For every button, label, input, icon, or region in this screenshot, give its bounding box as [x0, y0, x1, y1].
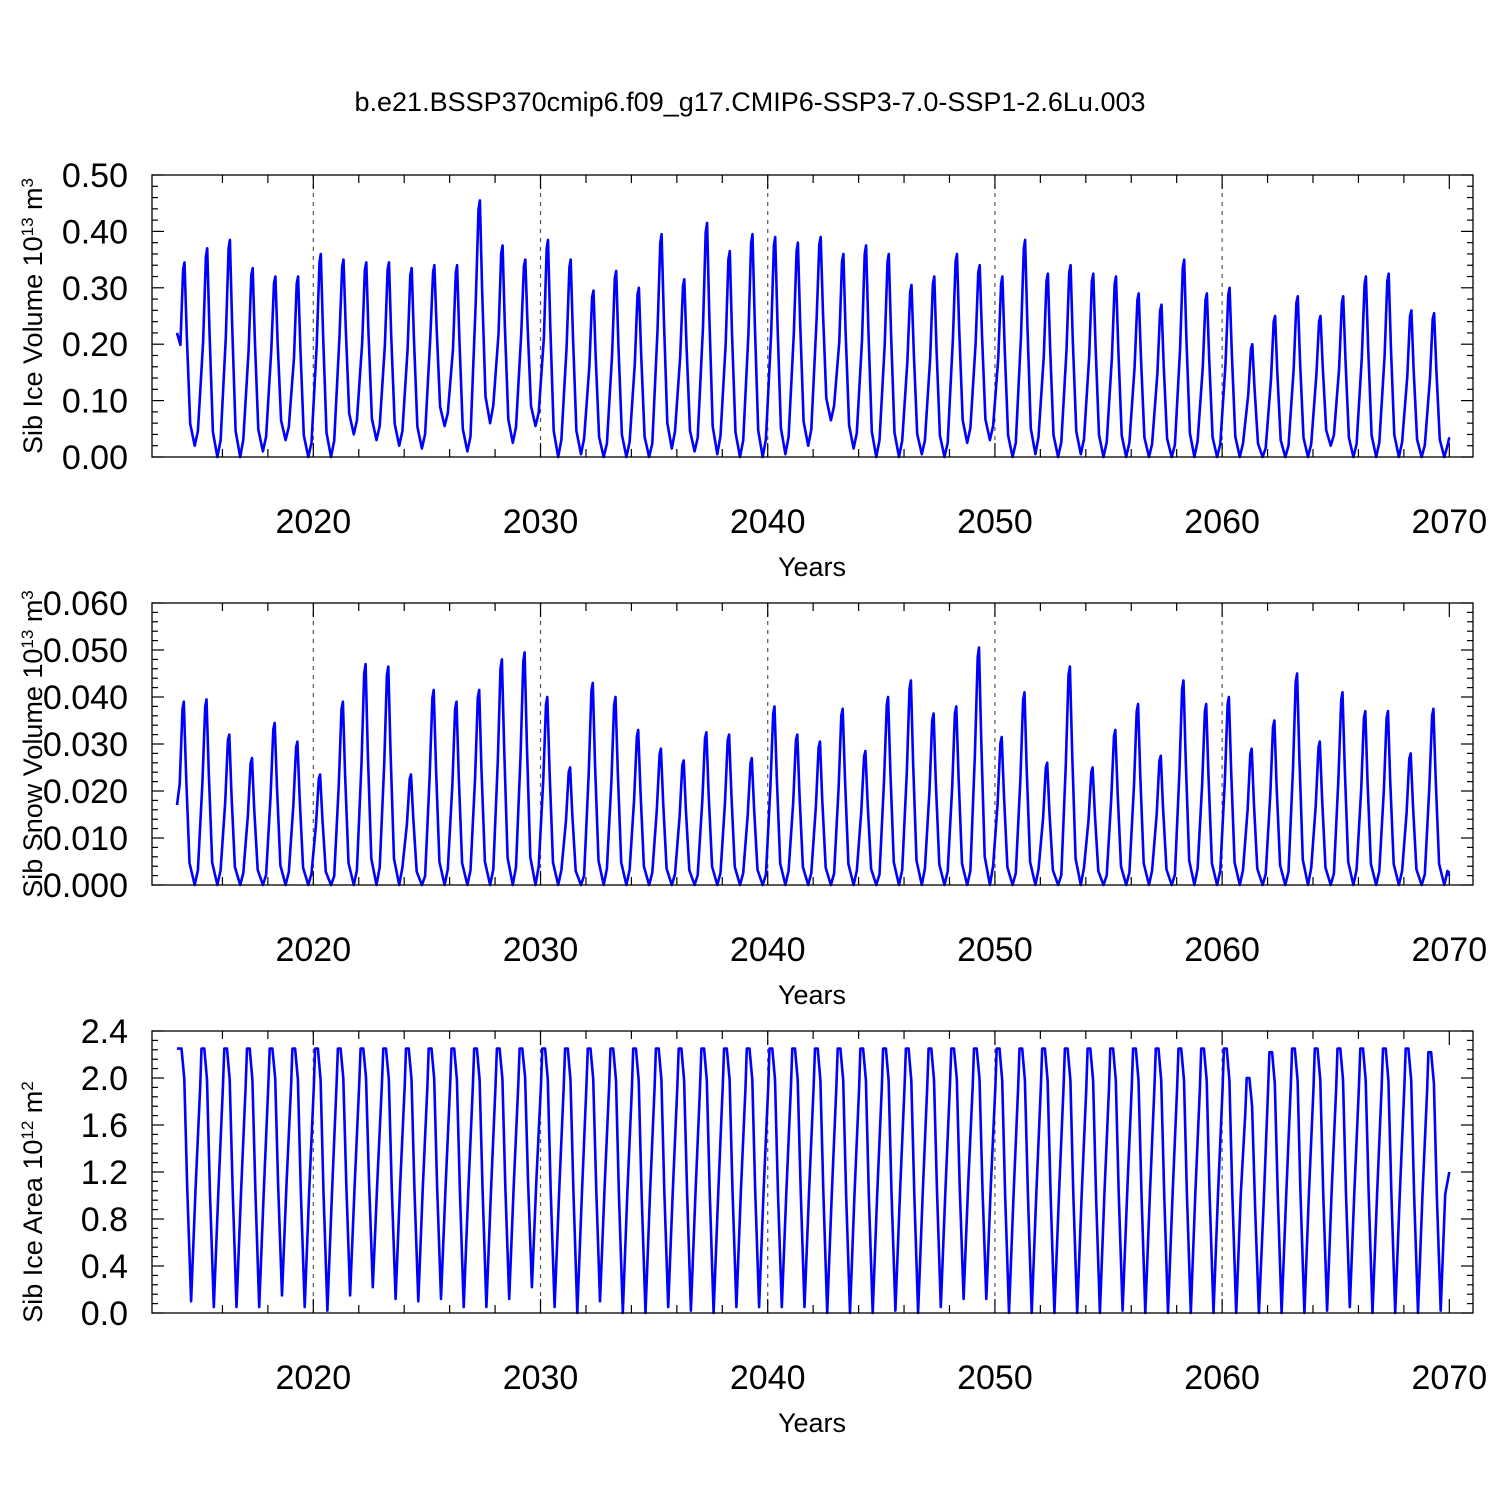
x-tick-label-2070-ice-area: 2070: [1411, 1359, 1487, 1397]
panel-ice-volume: 0.00 0.10 0.20 0.30 0.40 0.50 2020 2030 2040 2050…: [18, 157, 1488, 582]
x-tick-label-2050-ice-volume: 2050: [957, 503, 1033, 541]
series-line-ice-area: [176, 1047, 1451, 1315]
y-tick-label-ice-volume: 0.50: [62, 157, 128, 195]
panel-snow-volume: 0.000 0.010 0.020 0.030 0.040 0.050 0.060 2020 2…: [18, 585, 1488, 1010]
y-tick-label-snow-volume: 0.000: [43, 867, 128, 905]
x-tick-label-2030-ice-area: 2030: [503, 1359, 579, 1397]
x-tick-label-2070-snow-volume: 2070: [1411, 931, 1487, 969]
y-tick-label-ice-area: 0.8: [81, 1201, 128, 1239]
panel-ice-area: 0.0 0.4 0.8 1.2 1.6 2.0 2.4 2020 2030 2040 2050 206…: [18, 1013, 1488, 1438]
x-tick-label-2050-snow-volume: 2050: [957, 931, 1033, 969]
y-tick-label-snow-volume: 0.050: [43, 632, 128, 670]
series-line-ice-volume: [175, 199, 1451, 459]
y-tick-label-snow-volume: 0.060: [43, 585, 128, 623]
x-tick-label-2060-ice-area: 2060: [1184, 1359, 1260, 1397]
y-tick-label-snow-volume: 0.040: [43, 679, 128, 717]
plot-ice-area: 0.0 0.4 0.8 1.2 1.6 2.0 2.4 2020 2030 2040 2050 206…: [81, 1013, 1487, 1397]
y-tick-label-ice-area: 0.4: [81, 1248, 128, 1286]
y-tick-label-ice-area: 0.0: [81, 1295, 128, 1333]
y-axis-title-snow-volume: Sib Snow Volume 1013 m3: [18, 590, 49, 898]
figure-title: b.e21.BSSP370cmip6.f09_g17.CMIP6-SSP3-7.…: [355, 87, 1146, 117]
x-tick-label-2030-snow-volume: 2030: [503, 931, 579, 969]
x-tick-label-2020-snow-volume: 2020: [275, 931, 351, 969]
x-axis-title-ice-area: Years: [778, 1408, 846, 1438]
y-tick-label-ice-volume: 0.30: [62, 270, 128, 308]
y-axis-title-ice-area: Sib Ice Area 1012 m2: [18, 1081, 49, 1323]
x-tick-label-2040-ice-area: 2040: [730, 1359, 806, 1397]
x-tick-label-2020-ice-area: 2020: [275, 1359, 351, 1397]
x-tick-label-2040-snow-volume: 2040: [730, 931, 806, 969]
x-tick-label-2050-ice-area: 2050: [957, 1359, 1033, 1397]
x-tick-label-2060-ice-volume: 2060: [1184, 503, 1260, 541]
y-tick-label-snow-volume: 0.020: [43, 773, 128, 811]
plot-frame-snow-volume: [151, 602, 1474, 886]
x-tick-label-2040-ice-volume: 2040: [730, 503, 806, 541]
y-tick-label-ice-area: 1.6: [81, 1107, 128, 1145]
y-tick-label-ice-volume: 0.20: [62, 326, 128, 364]
x-axis-title-snow-volume: Years: [778, 980, 846, 1010]
x-tick-label-2020-ice-volume: 2020: [275, 503, 351, 541]
y-tick-label-snow-volume: 0.010: [43, 820, 128, 858]
plot-snow-volume: 0.000 0.010 0.020 0.030 0.040 0.050 0.060 2020 2…: [43, 585, 1487, 969]
x-tick-label-2060-snow-volume: 2060: [1184, 931, 1260, 969]
y-tick-label-ice-volume: 0.10: [62, 383, 128, 421]
y-axis-title-ice-volume: Sib Ice Volume 1013 m3: [18, 178, 49, 454]
x-tick-label-2030-ice-volume: 2030: [503, 503, 579, 541]
y-tick-label-ice-area: 1.2: [81, 1154, 128, 1192]
y-tick-label-ice-area: 2.4: [81, 1013, 128, 1051]
plot-frame-ice-area: [151, 1030, 1474, 1314]
x-axis-title-ice-volume: Years: [778, 552, 846, 582]
plot-ice-volume: 0.00 0.10 0.20 0.30 0.40 0.50 2020 2030 2040 2050…: [62, 157, 1487, 541]
y-tick-label-snow-volume: 0.030: [43, 726, 128, 764]
y-tick-label-ice-area: 2.0: [81, 1060, 128, 1098]
series-line-snow-volume: [175, 646, 1451, 887]
y-tick-label-ice-volume: 0.00: [62, 439, 128, 477]
x-tick-label-2070-ice-volume: 2070: [1411, 503, 1487, 541]
plot-frame-ice-volume: [151, 174, 1474, 458]
y-tick-label-ice-volume: 0.40: [62, 213, 128, 251]
